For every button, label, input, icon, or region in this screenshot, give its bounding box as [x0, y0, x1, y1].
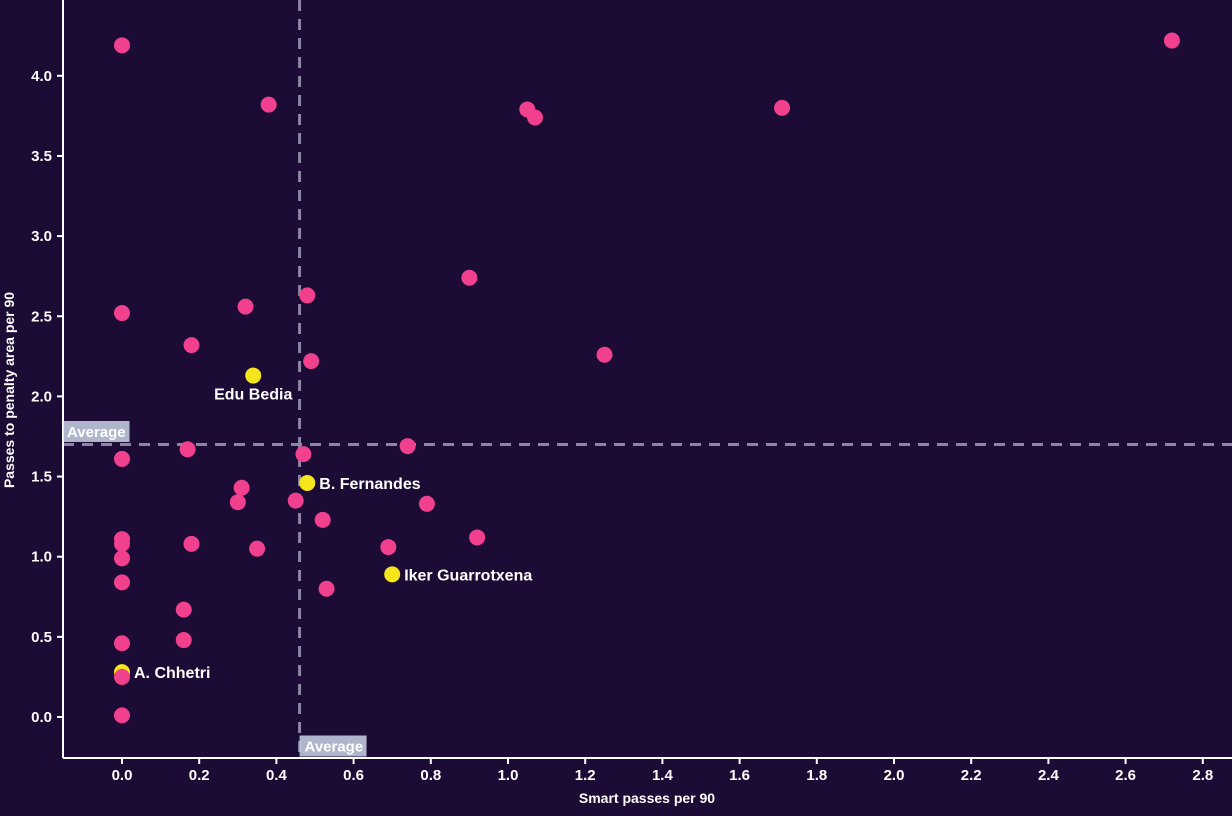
data-point	[114, 668, 130, 685]
y-axis-tick-label: 1.0	[31, 549, 52, 566]
data-point	[114, 450, 130, 467]
x-axis-title: Smart passes per 90	[579, 790, 715, 806]
y-axis-tick-label: 3.0	[31, 228, 52, 245]
data-point	[114, 305, 130, 322]
y-axis-tick-label: 3.5	[31, 148, 52, 165]
x-axis-tick-label: 0.8	[420, 767, 441, 784]
data-point	[314, 511, 331, 528]
data-point	[114, 550, 130, 567]
y-axis-tick-label: 4.0	[31, 68, 52, 85]
y-axis-tick-label: 0.5	[31, 629, 52, 646]
y-axis-title: Passes to penalty area per 90	[1, 292, 17, 488]
x-axis-tick-label: 1.4	[652, 767, 674, 784]
data-point	[114, 37, 130, 54]
data-point	[380, 539, 397, 556]
data-point	[179, 441, 196, 458]
x-axis-tick-label: 1.8	[806, 767, 827, 784]
player-label: Iker Guarrotxena	[404, 567, 532, 584]
x-axis-tick-label: 0.0	[112, 767, 133, 784]
data-point	[175, 601, 192, 618]
player-label: A. Chhetri	[134, 665, 210, 682]
data-point	[249, 540, 266, 557]
data-point	[399, 438, 416, 455]
data-point	[229, 494, 246, 511]
data-point	[183, 337, 200, 354]
average-label-y: Average	[67, 424, 126, 441]
data-point	[114, 574, 130, 591]
data-point	[461, 269, 478, 286]
data-point	[303, 353, 320, 370]
data-point	[469, 529, 486, 546]
y-axis-tick-label: 2.0	[31, 388, 52, 405]
data-point	[299, 287, 316, 304]
data-point-highlight	[245, 367, 262, 384]
data-point	[233, 479, 250, 496]
x-axis-tick-label: 2.4	[1038, 767, 1060, 784]
data-point-highlight	[384, 566, 401, 583]
x-axis-tick-label: 0.2	[189, 767, 210, 784]
data-point	[596, 346, 613, 363]
data-point	[774, 99, 791, 116]
data-point	[287, 492, 304, 509]
y-axis-tick-label: 1.5	[31, 469, 52, 486]
x-axis-tick-label: 2.0	[884, 767, 905, 784]
data-point	[295, 446, 312, 463]
data-point	[1163, 32, 1180, 49]
data-point	[114, 635, 130, 652]
x-axis-tick-label: 1.6	[729, 767, 750, 784]
average-label-x: Average	[305, 739, 364, 756]
data-point	[114, 535, 130, 552]
x-axis-tick-label: 0.6	[343, 767, 364, 784]
player-label: Edu Bedia	[214, 387, 292, 404]
data-point	[114, 707, 130, 724]
data-point	[175, 632, 192, 649]
data-point	[318, 580, 335, 597]
x-axis-tick-label: 2.6	[1115, 767, 1136, 784]
x-axis-tick-label: 2.8	[1192, 767, 1213, 784]
data-point	[418, 495, 435, 512]
average-label-x-box	[299, 735, 367, 757]
x-axis-tick-label: 0.4	[266, 767, 288, 784]
data-point-highlight	[299, 474, 316, 491]
x-axis-tick-label: 1.2	[575, 767, 596, 784]
y-axis-tick-label: 0.0	[31, 709, 52, 726]
data-point	[183, 535, 200, 552]
data-point	[260, 96, 277, 113]
average-label-y-box	[63, 420, 130, 442]
y-axis-tick-label: 2.5	[31, 308, 52, 325]
player-label: B. Fernandes	[319, 476, 420, 493]
x-axis-tick-label: 1.0	[498, 767, 519, 784]
data-point	[527, 109, 544, 126]
x-axis-tick-label: 2.2	[961, 767, 982, 784]
data-point	[237, 298, 254, 315]
